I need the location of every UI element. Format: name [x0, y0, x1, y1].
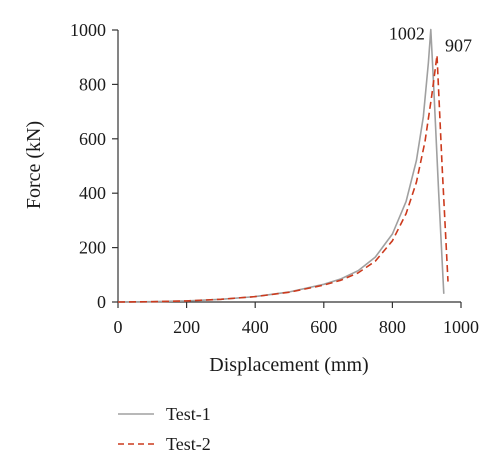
legend: Test-1 Test-2 [118, 404, 211, 454]
peak-annotation: 1002 [389, 23, 425, 43]
series-line-test-2 [117, 54, 449, 303]
y-tick-label: 800 [79, 74, 106, 94]
axes [117, 30, 461, 303]
y-tick-label: 0 [97, 292, 106, 312]
legend-label-test-1: Test-1 [166, 404, 211, 424]
y-tick-label: 1000 [70, 20, 106, 40]
x-tick-label: 800 [379, 317, 406, 337]
x-tick-label: 400 [242, 317, 269, 337]
x-tick-label: 0 [114, 317, 123, 337]
y-tick-label: 600 [79, 129, 106, 149]
y-tick-label: 200 [79, 238, 106, 258]
series-lines [117, 28, 449, 303]
peak-annotation: 907 [445, 35, 472, 55]
legend-label-test-2: Test-2 [166, 434, 211, 454]
annotations: 1002 907 [389, 23, 472, 55]
x-axis-title: Displacement (mm) [209, 354, 368, 376]
x-tick-label: 200 [173, 317, 200, 337]
ticks: 0 200 400 600 800 1000 0 200 400 600 800 1000 [70, 20, 479, 337]
y-axis-title: Force (kN) [23, 121, 45, 209]
y-tick-label: 400 [79, 183, 106, 203]
x-tick-label: 1000 [443, 317, 479, 337]
x-tick-label: 600 [310, 317, 337, 337]
series-line-test-1 [117, 28, 445, 303]
